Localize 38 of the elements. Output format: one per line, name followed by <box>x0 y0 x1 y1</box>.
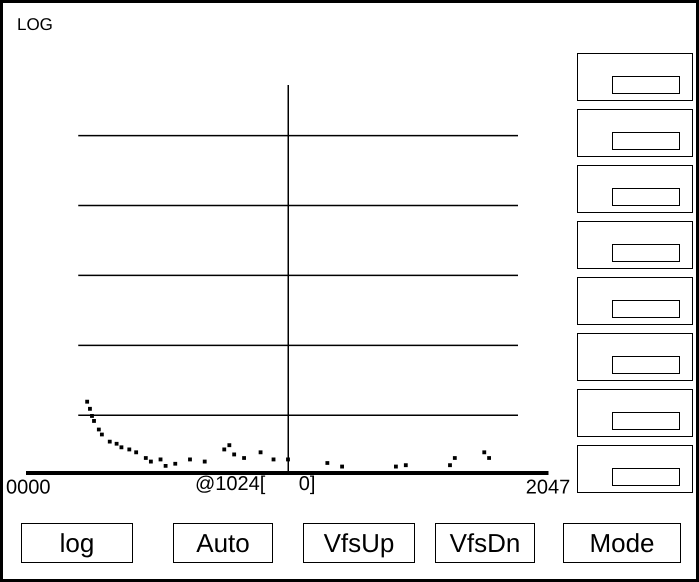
point <box>100 432 104 436</box>
point <box>158 458 162 462</box>
x-tick-label: 2047 <box>526 476 570 499</box>
point <box>227 443 232 448</box>
point <box>404 463 408 468</box>
point <box>394 464 398 468</box>
chart-title: LOG <box>17 15 53 35</box>
point <box>144 456 148 460</box>
text: VfsDn <box>435 523 535 563</box>
point <box>188 458 192 462</box>
point <box>85 400 90 404</box>
text: Auto <box>173 523 273 563</box>
annotation: @1024[ 0] <box>195 473 316 496</box>
point <box>202 460 207 464</box>
text: log <box>21 523 133 563</box>
point <box>127 448 132 452</box>
point <box>340 464 344 468</box>
point <box>134 450 138 454</box>
point <box>448 463 452 468</box>
point <box>88 406 92 411</box>
point <box>92 419 96 423</box>
point <box>242 456 246 460</box>
point <box>114 442 119 446</box>
point <box>120 445 124 450</box>
point <box>272 458 276 462</box>
x-tick-label: 0000 <box>6 476 50 499</box>
point <box>258 450 262 454</box>
point <box>325 461 330 465</box>
text: VfsUp <box>303 523 415 563</box>
point <box>487 456 492 460</box>
point <box>452 456 457 460</box>
point <box>108 440 112 444</box>
point <box>96 428 101 432</box>
point <box>232 452 236 456</box>
point <box>148 460 153 464</box>
point <box>222 448 226 452</box>
text: Mode <box>563 523 681 563</box>
point <box>164 464 168 468</box>
